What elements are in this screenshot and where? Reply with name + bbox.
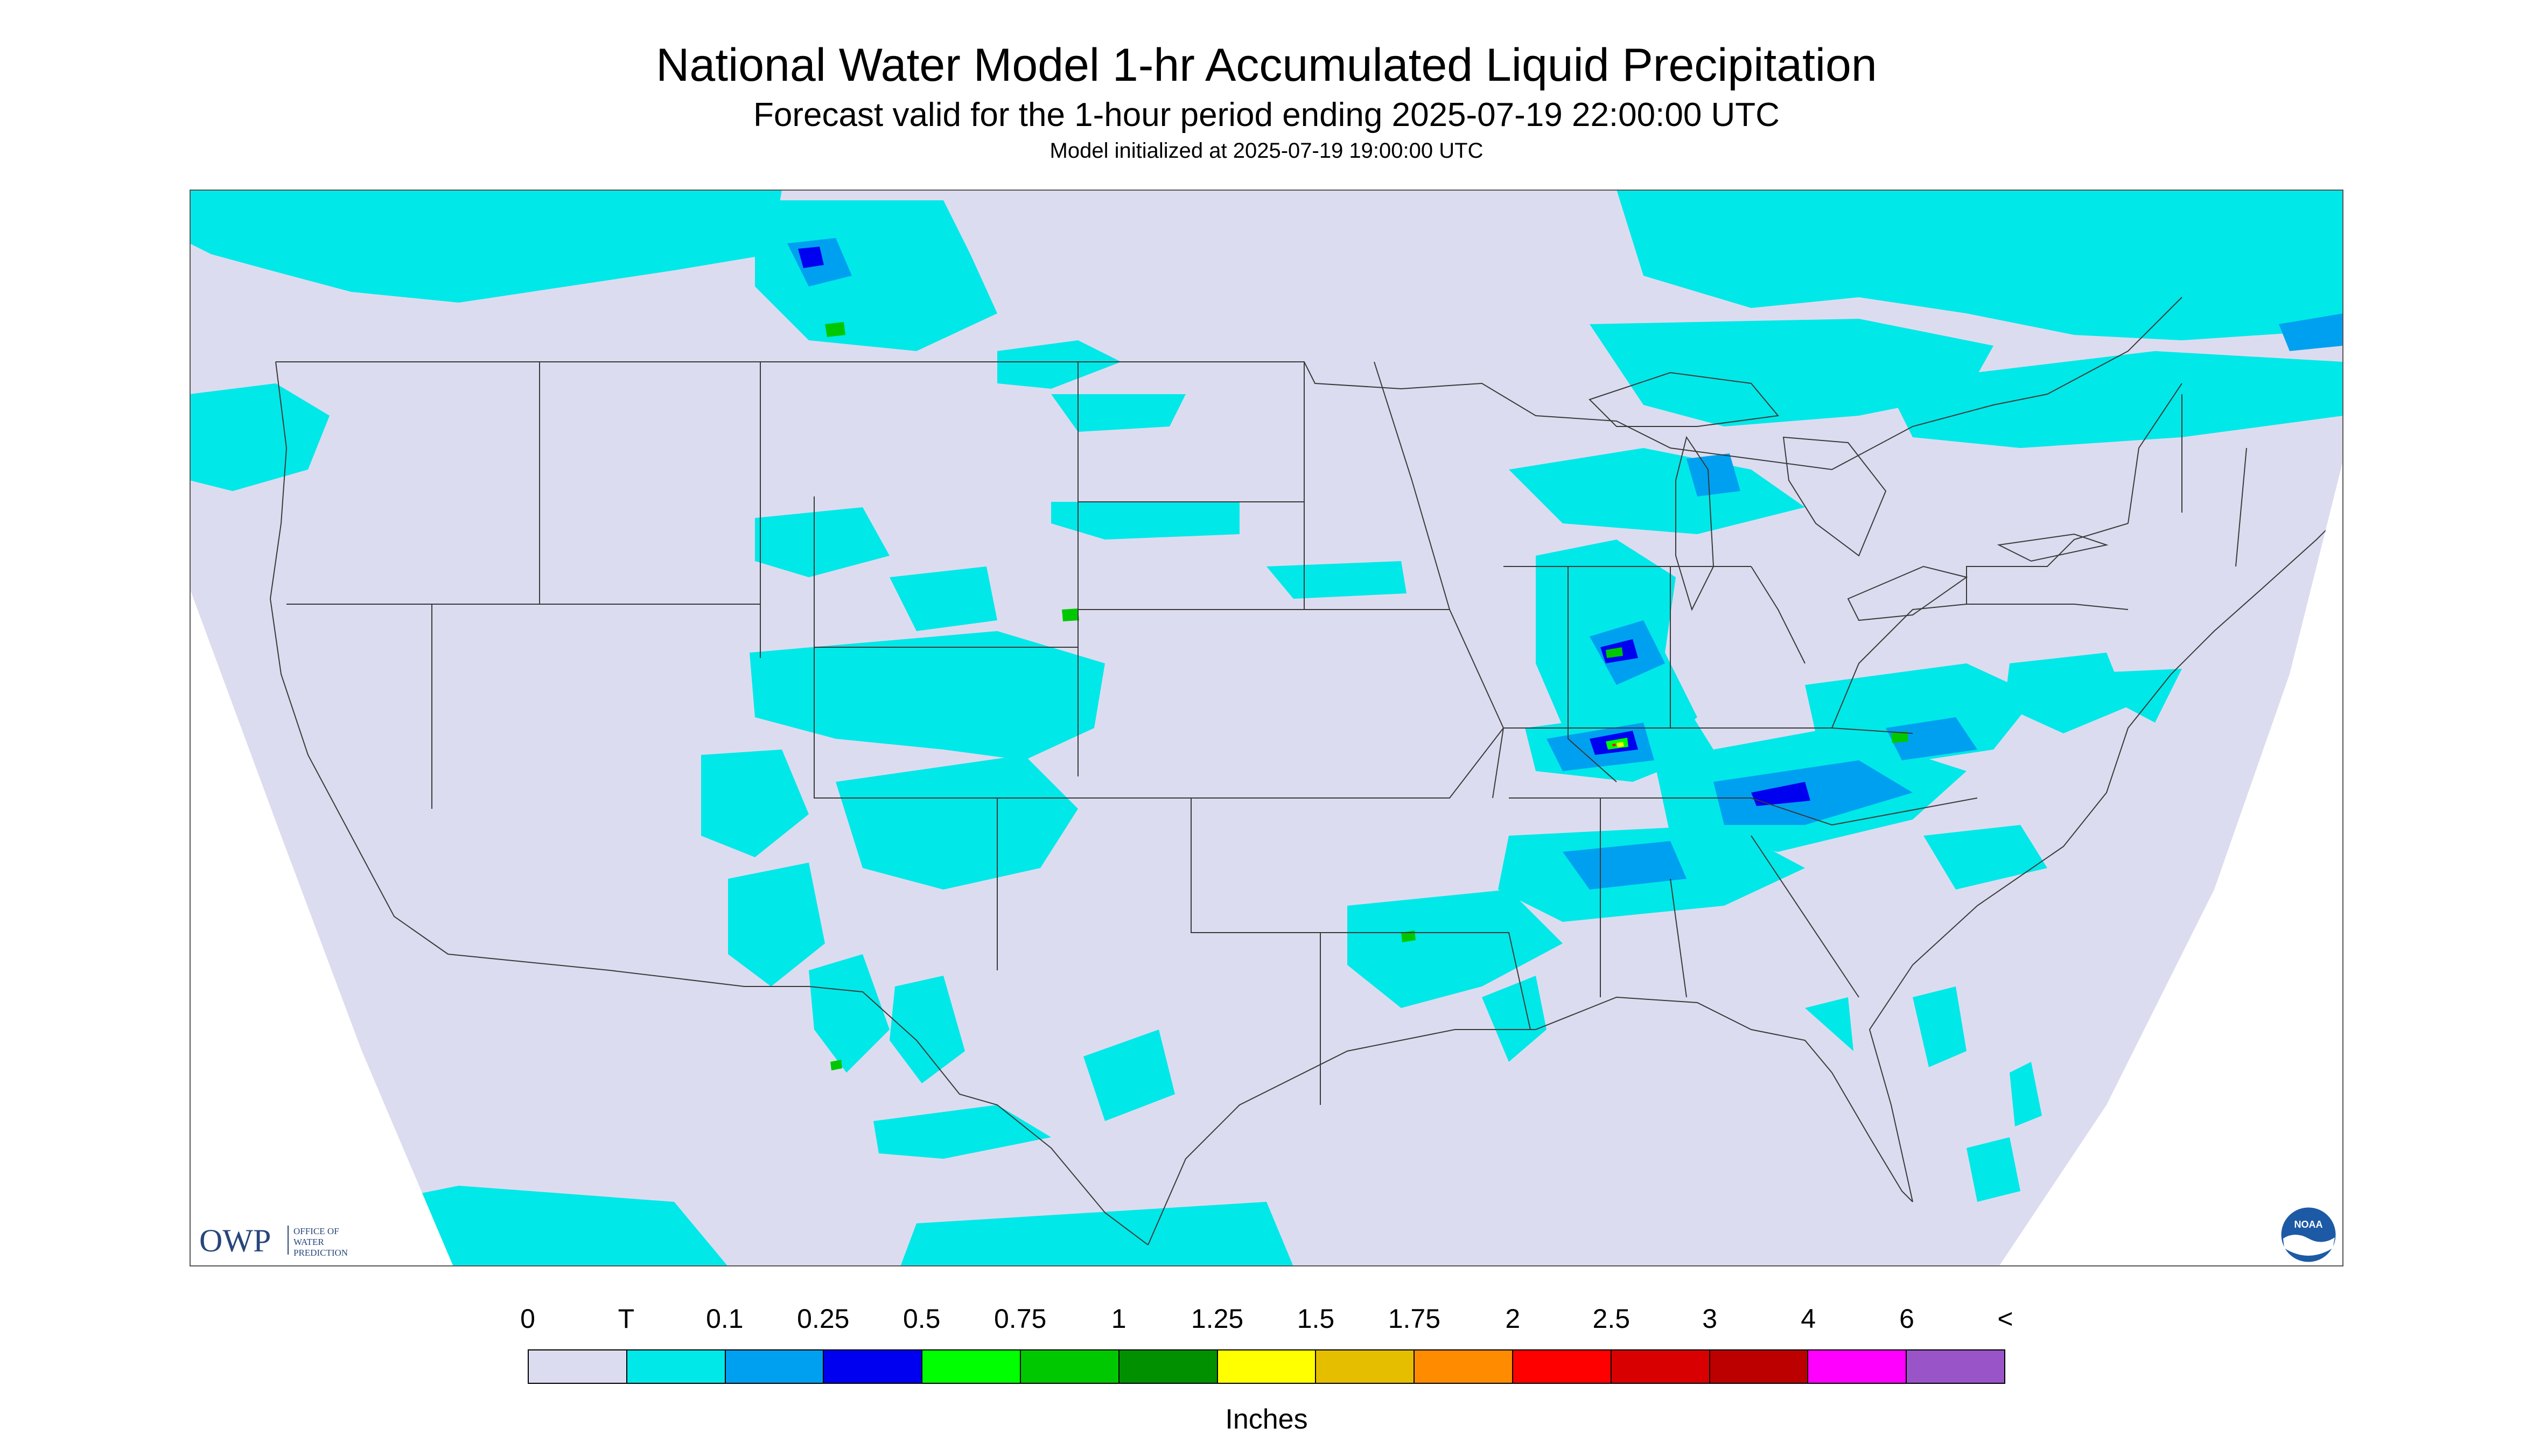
legend-swatch: [1709, 1349, 1808, 1384]
legend-tick-label: 2.5: [1592, 1304, 1631, 1334]
noaa-logo-wave: [2283, 1235, 2335, 1256]
legend-tick-label: 0.25: [797, 1304, 850, 1334]
map-border: [190, 190, 2343, 1266]
legend-swatch: [1610, 1349, 1709, 1384]
legend-swatch: [1118, 1349, 1217, 1384]
legend-color-bar: [528, 1349, 2005, 1384]
legend-tick-label: <: [1997, 1304, 2013, 1334]
precipitation-map: [190, 190, 2343, 1266]
owp-logo-line3: PREDICTION: [293, 1248, 348, 1258]
legend-swatch: [724, 1349, 823, 1384]
legend-swatch: [626, 1349, 725, 1384]
legend-swatch: [1019, 1349, 1118, 1384]
legend-swatch: [823, 1349, 922, 1384]
legend-swatch: [1315, 1349, 1414, 1384]
projection-edge-right: [1999, 459, 2343, 1266]
legend-tick-label: 1.75: [1388, 1304, 1441, 1334]
map-title: National Water Model 1-hr Accumulated Li…: [656, 39, 1877, 91]
legend-tick-label: T: [618, 1304, 635, 1334]
legend-tick-label: 0.1: [706, 1304, 744, 1334]
legend-tick-label: 1.25: [1191, 1304, 1244, 1334]
legend-swatch: [921, 1349, 1020, 1384]
legend-tick-label: 0.75: [993, 1304, 1047, 1334]
owp-logo-line1: OFFICE OF: [293, 1226, 339, 1236]
owp-logo-letters: OWP: [199, 1223, 271, 1258]
owp-logo: OWP OFFICE OF WATER PREDICTION: [199, 1221, 377, 1259]
legend-tick-label: 1.5: [1297, 1304, 1335, 1334]
noaa-logo-text: NOAA: [2294, 1219, 2323, 1230]
legend-tick-label: 3: [1702, 1304, 1718, 1334]
boundary-lines: [269, 297, 2343, 1245]
legend-units-label: Inches: [1225, 1404, 1308, 1435]
legend-swatch: [1414, 1349, 1512, 1384]
legend-tick-label: 4: [1801, 1304, 1816, 1334]
model-init-line: Model initialized at 2025-07-19 19:00:00…: [1049, 139, 1484, 163]
legend-swatch: [1906, 1349, 2005, 1384]
precip-heavy-cores: [825, 322, 1908, 1070]
legend-swatch: [1807, 1349, 1906, 1384]
noaa-logo: NOAA: [2279, 1205, 2338, 1264]
legend-swatch: [1216, 1349, 1316, 1384]
legend-swatch: [1512, 1349, 1611, 1384]
owp-logo-line2: WATER: [293, 1237, 324, 1247]
map-canvas: [190, 190, 2343, 1266]
legend-tick-label: 0: [520, 1304, 535, 1334]
map-subtitle: Forecast valid for the 1-hour period end…: [753, 96, 1780, 134]
legend-tick-label: 1: [1111, 1304, 1126, 1334]
legend-tick-label: 0.5: [902, 1304, 941, 1334]
legend-tick-labels: 0 T 0.1 0.25 0.5 0.75 1 1.25 1.5 1.75 2 2.5 3 4 6 <: [0, 1303, 2533, 1341]
legend-swatch: [528, 1349, 626, 1384]
legend-tick-label: 6: [1899, 1304, 1914, 1334]
projection-edge-left: [190, 588, 453, 1266]
legend-tick-label: 2: [1505, 1304, 1521, 1334]
